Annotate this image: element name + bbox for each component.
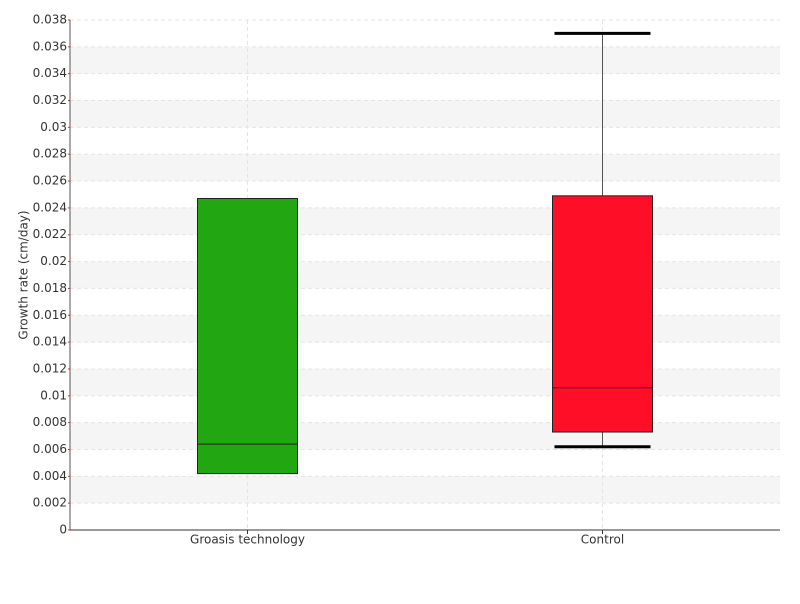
y-tick-label: 0.024 (33, 200, 67, 214)
y-tick-label: 0.014 (33, 335, 67, 349)
grid-band (70, 261, 780, 289)
y-tick-label: 0 (59, 523, 67, 537)
y-tick-label: 0.022 (33, 227, 67, 241)
y-tick-label: 0.038 (33, 13, 67, 27)
y-tick-label: 0.006 (33, 442, 67, 456)
grid-band (70, 100, 780, 128)
y-tick-label: 0.018 (33, 281, 67, 295)
y-tick-label: 0.032 (33, 93, 67, 107)
y-tick-label: 0.03 (40, 120, 67, 134)
box (552, 195, 653, 433)
y-tick-label: 0.028 (33, 147, 67, 161)
grid-band (70, 476, 780, 504)
grid-band (70, 368, 780, 396)
x-tick-label: Groasis technology (190, 533, 305, 547)
y-tick-label: 0.008 (33, 415, 67, 429)
x-tick-label: Control (581, 533, 624, 547)
box (197, 198, 298, 475)
grid-band (70, 154, 780, 182)
y-tick-label: 0.01 (40, 388, 67, 402)
y-tick-label: 0.02 (40, 254, 67, 268)
grid-band (70, 207, 780, 235)
y-tick-label: 0.034 (33, 66, 67, 80)
y-tick-label: 0.026 (33, 174, 67, 188)
y-tick-label: 0.016 (33, 308, 67, 322)
y-tick-label: 0.036 (33, 39, 67, 53)
y-tick-label: 0.012 (33, 361, 67, 375)
grid-band (70, 422, 780, 450)
grid-band (70, 46, 780, 74)
y-tick-label: 0.002 (33, 496, 67, 510)
y-axis-label: Growth rate (cm/day) (17, 210, 31, 339)
grid-band (70, 315, 780, 343)
y-tick-label: 0.004 (33, 469, 67, 483)
